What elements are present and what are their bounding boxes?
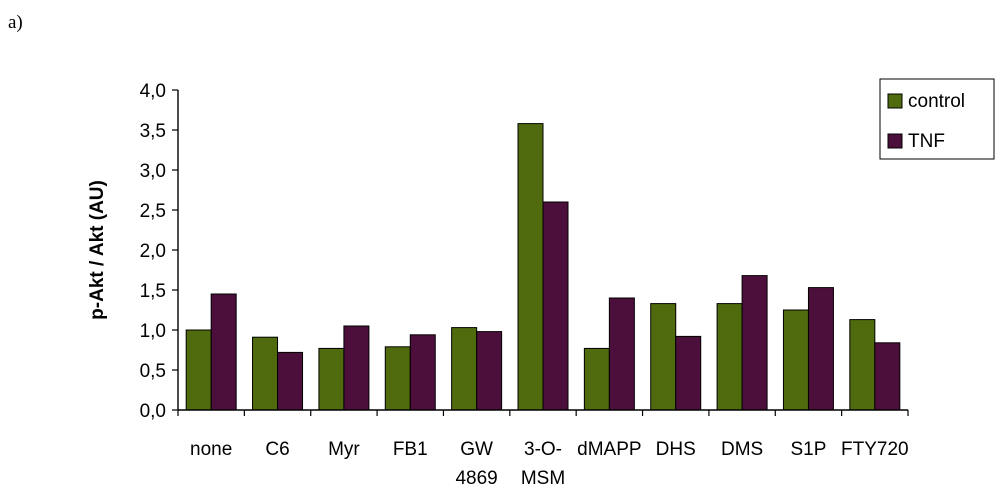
bar-control (185, 329, 212, 411)
y-axis-title: p-Akt / Akt (AU) (87, 180, 108, 320)
y-tick-label: 3,5 (140, 121, 166, 142)
x-tick-label: MSM (521, 468, 565, 489)
x-axis-labels: none C6 Myr FB1 GW 4869 3-O- MSM dMAPP DHS DMS S1P F… (190, 439, 909, 489)
bar-control (716, 303, 743, 411)
x-tick-label: DMS (721, 439, 763, 460)
panel-label: a) (8, 12, 23, 33)
y-axis-ticks: 0,0 0,5 1,0 1,5 2,0 2,5 3,0 3,5 4,0 (140, 81, 178, 422)
bar-tnf (608, 297, 635, 411)
x-tick-label: S1P (790, 439, 826, 460)
bar-tnf (807, 287, 834, 411)
y-tick-label: 0,0 (140, 401, 166, 422)
bar-control (318, 347, 345, 411)
x-tick-label: FTY720 (841, 439, 909, 460)
bar-control (650, 303, 677, 411)
bar-tnf (277, 351, 304, 411)
bar-tnf (210, 293, 237, 411)
y-axis-title-group: p-Akt / Akt (AU) (87, 180, 108, 320)
y-tick-label: 2,5 (140, 201, 166, 222)
y-tick-label: 1,5 (140, 281, 166, 302)
bar-control (384, 346, 411, 411)
legend: control TNF (879, 78, 995, 160)
x-tick-label: dMAPP (577, 439, 641, 460)
axes (177, 90, 909, 416)
bar-control (782, 309, 809, 411)
y-tick-label: 0,5 (140, 361, 166, 382)
legend-swatch (887, 93, 903, 109)
x-tick-label: Myr (328, 439, 360, 460)
x-tick-label: 3-O- (524, 439, 562, 460)
legend-swatch (887, 133, 903, 149)
legend-label: TNF (908, 131, 945, 152)
x-tick-label: none (190, 439, 232, 460)
bar-control (517, 123, 544, 411)
bar-control (451, 327, 478, 411)
bar-tnf (675, 335, 702, 411)
legend-label: control (908, 91, 965, 112)
bar-tnf (741, 275, 768, 411)
y-tick-label: 3,0 (140, 161, 166, 182)
bar-tnf (343, 325, 370, 411)
bar-tnf (874, 342, 901, 411)
y-tick-label: 1,0 (140, 321, 166, 342)
bars (185, 123, 901, 411)
x-tick-label: C6 (265, 439, 289, 460)
bar-control (583, 347, 610, 411)
bar-tnf (542, 201, 569, 411)
y-tick-label: 2,0 (140, 241, 166, 262)
bar-control (252, 336, 279, 411)
y-tick-label: 4,0 (140, 81, 166, 102)
x-tick-label: GW (460, 439, 493, 460)
x-tick-label: 4869 (455, 468, 497, 489)
x-tick-label: DHS (656, 439, 696, 460)
bar-tnf (409, 334, 436, 411)
bar-control (849, 319, 876, 411)
x-tick-label: FB1 (393, 439, 428, 460)
bar-tnf (476, 331, 503, 411)
